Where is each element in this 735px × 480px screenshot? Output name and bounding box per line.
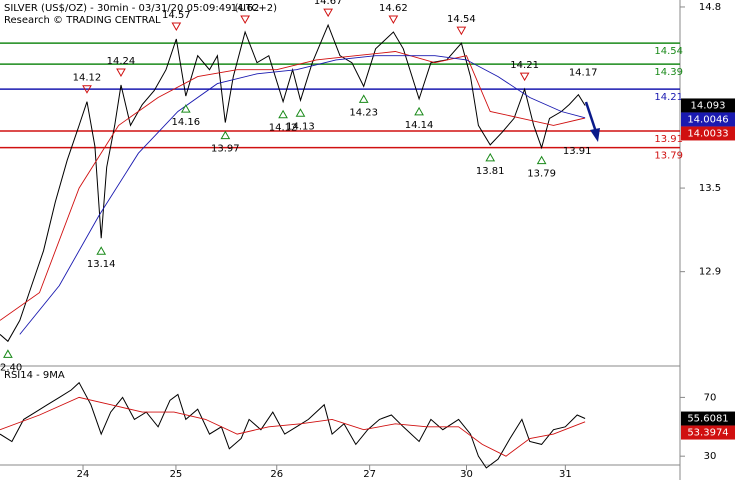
chart-title: SILVER (US$/OZ) - 30min - 03/31/20 05:09…: [4, 3, 277, 14]
y-tick-label: 70: [704, 392, 717, 403]
high-marker: [388, 15, 399, 25]
high-label: 14.67: [314, 0, 343, 7]
low-marker: [485, 152, 496, 162]
low-label: 14.13: [286, 121, 315, 132]
low-marker: [358, 94, 369, 103]
low-label: 13.81: [476, 166, 505, 177]
series-line: [0, 381, 586, 469]
high-label: 14.62: [231, 3, 260, 14]
rsi-title: RSI14 - 9MA: [4, 370, 65, 381]
low-marker: [536, 155, 547, 165]
low-marker: [180, 104, 191, 113]
high-marker: [456, 26, 467, 36]
x-tick-label: 26: [270, 469, 283, 480]
price-tag-label: 14.093: [691, 100, 726, 111]
price-tag: [681, 425, 735, 440]
price-tag: [681, 411, 735, 426]
low-marker: [220, 130, 231, 140]
low-label: 13.79: [527, 169, 556, 180]
price-tag-label: 55.6081: [687, 414, 728, 425]
price-tag: [681, 112, 735, 127]
low-label: 14.16: [171, 117, 200, 128]
high-label: 14.21: [510, 60, 539, 71]
low-marker: [414, 106, 424, 116]
rsi-panel: [0, 381, 586, 469]
high-marker: [82, 85, 92, 94]
level-label: 14.39: [654, 67, 683, 78]
high-label: 14.12: [73, 73, 102, 84]
high-label: 14.62: [379, 3, 408, 14]
series-line: [0, 396, 586, 457]
low-label: 14.14: [405, 120, 434, 131]
low-marker: [278, 109, 288, 119]
low-label: 13.14: [87, 259, 116, 270]
price-tag-label: 14.0033: [687, 128, 728, 139]
low-marker: [3, 349, 13, 358]
level-label: 14.54: [654, 46, 683, 57]
price-panel: 14.54 14.39 14.21 13.91 13.79 12.40 14.12 13.14…: [0, 0, 683, 373]
target-label: 13.91: [563, 146, 592, 157]
price-tag: [681, 98, 735, 113]
target-label: 14.17: [569, 68, 598, 79]
level-label: 13.91: [654, 134, 683, 145]
x-tick-label: 30: [460, 469, 473, 480]
x-tick-label: 25: [170, 469, 183, 480]
chart-subtitle: Research © TRADING CENTRAL: [4, 15, 161, 26]
y-tick-label: 14.8: [699, 2, 721, 13]
high-label: 14.24: [107, 56, 136, 67]
price-tags: 14.093 14.0033 14.0046 55.6081 53.3974: [681, 98, 735, 440]
series-line: [0, 51, 586, 321]
high-label: 14.54: [447, 14, 476, 25]
y-tick-label: 13.5: [699, 183, 721, 194]
level-label: 13.79: [654, 151, 683, 162]
price-tag-label: 14.0046: [687, 114, 728, 125]
forecast-arrowhead: [590, 128, 600, 142]
high-label: 14.57: [162, 10, 191, 21]
high-marker: [171, 22, 182, 32]
x-tick-label: 27: [363, 469, 376, 480]
low-marker: [96, 246, 107, 255]
x-tick-label: 31: [559, 469, 572, 480]
low-label: 14.23: [349, 107, 378, 118]
level-label: 14.21: [654, 92, 683, 103]
price-tag: [681, 126, 735, 141]
high-marker: [323, 8, 334, 18]
series-line: [19, 55, 586, 335]
price-tag-label: 53.3974: [687, 428, 728, 439]
forecast-arrow: [584, 101, 598, 133]
x-tick-label: 24: [77, 469, 90, 480]
y-tick-label: 12.9: [699, 267, 721, 278]
high-marker: [240, 15, 250, 25]
low-label: 14.12: [269, 123, 298, 134]
low-label: 12.40: [0, 362, 22, 373]
y-tick-label: 30: [704, 451, 717, 462]
low-label: 13.97: [211, 144, 240, 155]
low-marker: [295, 108, 306, 117]
high-marker: [519, 72, 530, 82]
high-marker: [116, 68, 126, 77]
